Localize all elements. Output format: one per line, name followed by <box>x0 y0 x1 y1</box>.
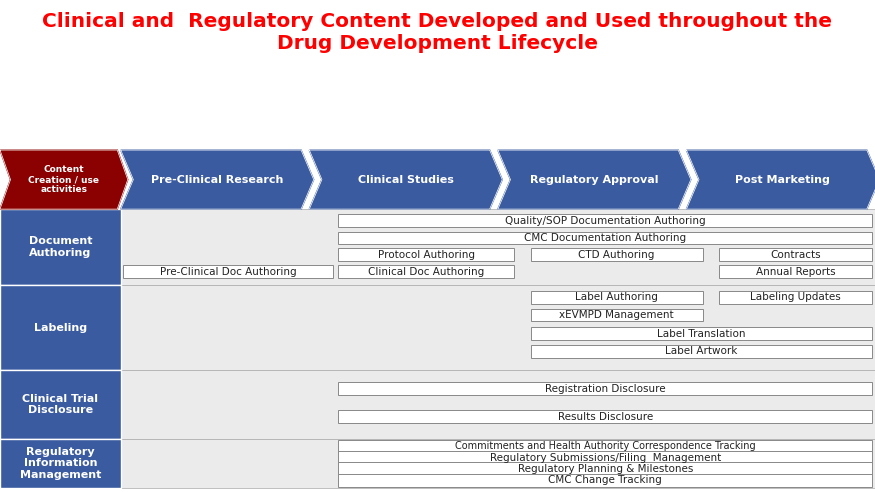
Text: Clinical and  Regulatory Content Developed and Used throughout the: Clinical and Regulatory Content Develope… <box>43 12 832 31</box>
Bar <box>339 440 872 453</box>
Text: Labeling: Labeling <box>34 323 87 333</box>
Bar <box>339 451 872 464</box>
Text: CTD Authoring: CTD Authoring <box>578 250 654 260</box>
Bar <box>339 382 872 395</box>
Text: Clinical Trial
Disclosure: Clinical Trial Disclosure <box>23 394 98 415</box>
Polygon shape <box>310 150 502 209</box>
Text: CMC Documentation Authoring: CMC Documentation Authoring <box>524 233 686 243</box>
Text: Regulatory Approval: Regulatory Approval <box>530 175 659 184</box>
Text: Regulatory
Information
Management: Regulatory Information Management <box>20 447 102 480</box>
Bar <box>719 291 872 304</box>
Text: Commitments and Health Authority Correspondence Tracking: Commitments and Health Authority Corresp… <box>455 441 756 451</box>
Text: Clinical Doc Authoring: Clinical Doc Authoring <box>368 267 485 277</box>
Text: Labeling Updates: Labeling Updates <box>751 292 841 302</box>
Text: Label Artwork: Label Artwork <box>665 346 738 356</box>
Text: Drug Development Lifecycle: Drug Development Lifecycle <box>277 34 598 54</box>
Text: Registration Disclosure: Registration Disclosure <box>545 384 666 394</box>
Bar <box>123 265 333 278</box>
Text: Pre-Clinical Research: Pre-Clinical Research <box>151 175 284 184</box>
Bar <box>530 248 703 261</box>
Text: Clinical Studies: Clinical Studies <box>358 175 454 184</box>
Bar <box>530 308 703 321</box>
Text: Results Disclosure: Results Disclosure <box>557 412 653 422</box>
Bar <box>0 439 875 488</box>
Text: xEVMPD Management: xEVMPD Management <box>559 310 674 320</box>
Bar <box>719 265 872 278</box>
Polygon shape <box>0 150 128 209</box>
Bar <box>0 209 875 285</box>
Bar <box>339 410 872 423</box>
Text: Pre-Clinical Doc Authoring: Pre-Clinical Doc Authoring <box>160 267 297 277</box>
Text: CMC Change Tracking: CMC Change Tracking <box>549 475 662 485</box>
Text: Annual Reports: Annual Reports <box>756 267 836 277</box>
Bar <box>0 209 121 285</box>
Polygon shape <box>687 150 875 209</box>
Bar <box>530 345 872 358</box>
Text: Document
Authoring: Document Authoring <box>29 237 92 258</box>
Text: Content
Creation / use
activities: Content Creation / use activities <box>28 165 100 194</box>
Bar <box>339 462 872 475</box>
Bar <box>530 291 703 304</box>
Bar <box>719 248 872 261</box>
Text: Protocol Authoring: Protocol Authoring <box>378 250 475 260</box>
Text: Quality/SOP Documentation Authoring: Quality/SOP Documentation Authoring <box>505 215 705 225</box>
Polygon shape <box>121 150 314 209</box>
Text: Label Authoring: Label Authoring <box>575 292 658 302</box>
Bar <box>0 370 121 439</box>
Bar <box>0 370 875 439</box>
Bar <box>530 327 872 340</box>
Bar <box>0 439 121 488</box>
Bar <box>339 232 872 245</box>
Text: Post Marketing: Post Marketing <box>736 175 830 184</box>
Bar <box>339 265 514 278</box>
Text: Regulatory Planning & Milestones: Regulatory Planning & Milestones <box>518 464 693 474</box>
Text: Label Translation: Label Translation <box>657 329 746 338</box>
Text: Regulatory Submissions/Filing  Management: Regulatory Submissions/Filing Management <box>490 453 721 462</box>
Bar <box>339 248 514 261</box>
Polygon shape <box>498 150 691 209</box>
Bar <box>0 285 875 370</box>
Bar <box>339 214 872 227</box>
Text: Contracts: Contracts <box>771 250 821 260</box>
Bar <box>0 285 121 370</box>
Bar <box>339 474 872 487</box>
